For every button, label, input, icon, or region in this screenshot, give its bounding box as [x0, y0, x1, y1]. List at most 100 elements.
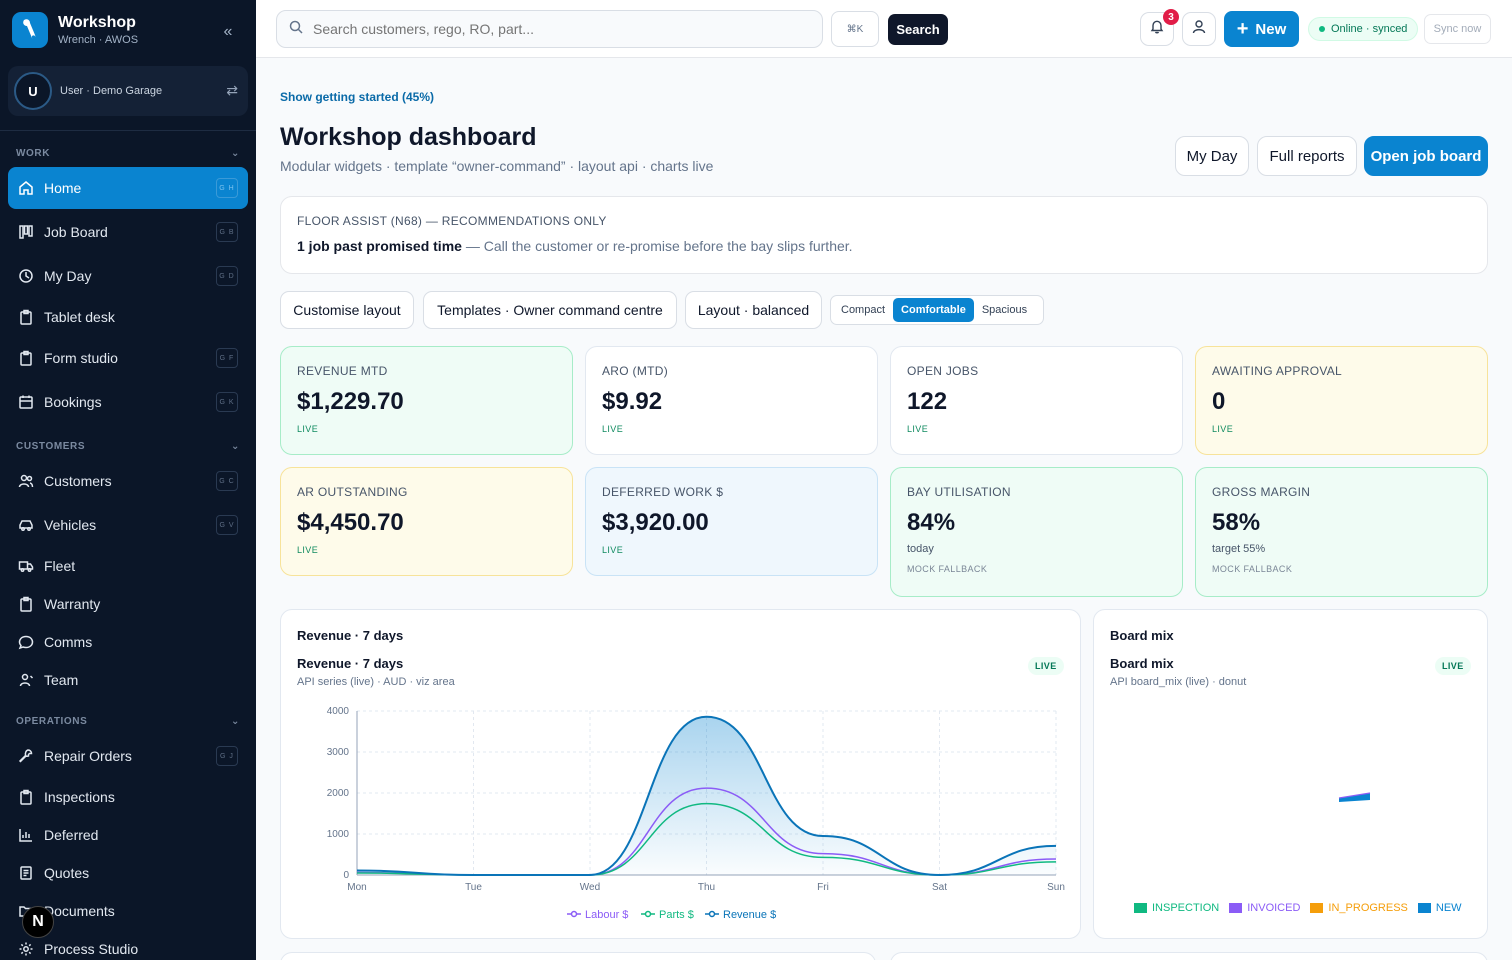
my-day-button[interactable]: My Day — [1175, 136, 1249, 176]
collapse-sidebar-icon[interactable]: « — [223, 23, 233, 40]
x-tick-label: Sun — [1047, 882, 1065, 893]
kpi-label: BAY UTILISATION — [907, 485, 1011, 499]
getting-started-link[interactable]: Show getting started (45%) — [280, 90, 435, 104]
density-compact[interactable]: Compact — [841, 304, 886, 316]
sidebar-item-label: Warranty — [44, 596, 101, 612]
sidebar-item-my-day[interactable]: My Day G D — [8, 257, 248, 295]
kpi-sub: today — [907, 543, 934, 555]
sidebar-item-fleet[interactable]: Fleet — [8, 547, 248, 585]
legend-label: Revenue $ — [723, 909, 776, 921]
sidebar-item-tablet-desk[interactable]: Tablet desk — [8, 298, 248, 336]
new-button[interactable]: + New — [1224, 11, 1299, 47]
section-label: CUSTOMERS — [16, 441, 86, 452]
search-input[interactable] — [313, 21, 793, 37]
section-work[interactable]: WORK ⌄ — [16, 148, 240, 159]
switch-user-icon[interactable]: ⇄ — [226, 82, 238, 98]
car-icon — [18, 517, 34, 533]
user-switcher[interactable]: U User · Demo Garage ⇄ — [8, 66, 248, 116]
floor-assist-heading: FLOOR ASSIST (N68) — RECOMMENDATIONS ONL… — [297, 214, 607, 228]
user-icon — [18, 672, 34, 688]
sidebar-item-label: Process Studio — [44, 941, 139, 957]
topbar: ⌘K Search 3 + New Online · synced Sync n… — [256, 0, 1512, 58]
section-operations[interactable]: OPERATIONS ⌄ — [16, 716, 240, 727]
legend-item[interactable]: INVOICED — [1229, 902, 1300, 914]
chevron-down-icon: ⌄ — [231, 148, 240, 159]
donut-slice — [1339, 793, 1370, 802]
sidebar-item-label: Vehicles — [44, 517, 97, 533]
sidebar-item-comms[interactable]: Comms — [8, 623, 248, 661]
open-job-board-button[interactable]: Open job board — [1364, 136, 1488, 176]
sidebar-item-repair-orders[interactable]: Repair Orders G J — [8, 737, 248, 775]
sidebar-item-customers[interactable]: Customers G C — [8, 462, 248, 500]
revenue-chart-card: Revenue · 7 days Revenue · 7 days API se… — [280, 609, 1081, 939]
kpi-deferred-work[interactable]: DEFERRED WORK $ $3,920.00 LIVE — [585, 467, 878, 576]
shortcut-hint: G V — [216, 515, 238, 535]
section-customers[interactable]: CUSTOMERS ⌄ — [16, 441, 240, 452]
status-text: Online · synced — [1331, 23, 1408, 35]
sidebar-item-quotes[interactable]: Quotes — [8, 854, 248, 892]
sidebar-item-deferred[interactable]: Deferred — [8, 816, 248, 854]
kanban-icon — [18, 224, 34, 240]
sidebar-item-home[interactable]: Home G H — [8, 167, 248, 209]
kpi-tag: MOCK FALLBACK — [1212, 564, 1293, 574]
sidebar-item-label: Bookings — [44, 394, 102, 410]
clipboard-icon — [18, 309, 34, 325]
sidebar-item-vehicles[interactable]: Vehicles G V — [8, 506, 248, 544]
sidebar-item-warranty[interactable]: Warranty — [8, 585, 248, 623]
legend-marker — [570, 910, 578, 918]
profile-button[interactable] — [1182, 12, 1216, 46]
kpi-aro[interactable]: ARO (MTD) $9.92 LIVE — [585, 346, 878, 455]
sidebar-item-job-board[interactable]: Job Board G B — [8, 213, 248, 251]
x-tick-label: Wed — [580, 882, 600, 893]
legend-item[interactable]: INSPECTION — [1134, 902, 1219, 914]
full-reports-button[interactable]: Full reports — [1257, 136, 1357, 176]
kpi-ar-outstanding[interactable]: AR OUTSTANDING $4,450.70 LIVE — [280, 467, 573, 576]
users-icon — [18, 473, 34, 489]
live-badge: LIVE — [1435, 657, 1471, 675]
legend-item[interactable]: NEW — [1417, 902, 1462, 914]
floor-assist-body: 1 job past promised time — Call the cust… — [297, 238, 1471, 254]
kpi-gross-margin[interactable]: GROSS MARGIN 58% target 55% MOCK FALLBAC… — [1195, 467, 1488, 597]
sidebar-item-form-studio[interactable]: Form studio G F — [8, 339, 248, 377]
revenue-area-chart[interactable]: 0 1000 2000 3000 4000 Mon Tue Wed Thu Fri Sat Sun La… — [281, 610, 1082, 940]
sidebar-item-team[interactable]: Team — [8, 661, 248, 699]
sync-now-button[interactable]: Sync now — [1424, 14, 1491, 44]
board-mix-donut-chart[interactable] — [1094, 610, 1489, 940]
dev-tools-badge[interactable]: N — [22, 906, 54, 938]
sidebar-item-label: Team — [44, 672, 79, 688]
board-mix-card: Board mix Board mix API board_mix (live)… — [1093, 609, 1488, 939]
sidebar-item-bookings[interactable]: Bookings G K — [8, 383, 248, 421]
templates-button[interactable]: Templates · Owner command centre — [423, 291, 677, 329]
notifications-button[interactable]: 3 — [1140, 9, 1179, 46]
kpi-revenue-mtd[interactable]: REVENUE MTD $1,229.70 LIVE — [280, 346, 573, 455]
kpi-label: GROSS MARGIN — [1212, 485, 1311, 499]
brand[interactable]: Workshop Wrench · AWOS — [12, 12, 138, 48]
layout-button[interactable]: Layout · balanced — [685, 291, 822, 329]
brand-title: Workshop — [58, 14, 136, 31]
kpi-awaiting-approval[interactable]: AWAITING APPROVAL 0 LIVE — [1195, 346, 1488, 455]
notification-count-badge: 3 — [1163, 9, 1179, 25]
shortcut-hint: G F — [216, 348, 238, 368]
shortcut-hint: G D — [216, 266, 238, 286]
sidebar-item-process-studio[interactable]: Process Studio — [8, 930, 248, 960]
chart-title: Board mix — [1110, 656, 1174, 671]
kpi-open-jobs[interactable]: OPEN JOBS 122 LIVE — [890, 346, 1183, 455]
density-spacious[interactable]: Spacious — [981, 304, 1028, 316]
chat-icon — [18, 634, 34, 650]
clock-icon — [18, 268, 34, 284]
sidebar-item-label: My Day — [44, 268, 92, 284]
sidebar-item-label: Documents — [44, 903, 115, 919]
shortcut-hint: G J — [216, 746, 238, 766]
legend-item[interactable]: IN_PROGRESS — [1310, 902, 1408, 914]
shortcut-hint: G C — [216, 471, 238, 491]
command-palette-button[interactable]: ⌘K — [831, 11, 879, 47]
sidebar-item-label: Home — [44, 180, 82, 196]
sidebar-item-inspections[interactable]: Inspections — [8, 778, 248, 816]
kpi-bay-utilisation[interactable]: BAY UTILISATION 84% today MOCK FALLBACK — [890, 467, 1183, 597]
truck-icon — [18, 558, 34, 574]
shortcut-hint: G B — [216, 222, 238, 242]
customise-layout-button[interactable]: Customise layout — [280, 291, 414, 329]
search-button[interactable]: Search — [888, 14, 948, 45]
density-comfortable[interactable]: Comfortable — [893, 298, 974, 322]
search-box[interactable] — [276, 10, 823, 48]
